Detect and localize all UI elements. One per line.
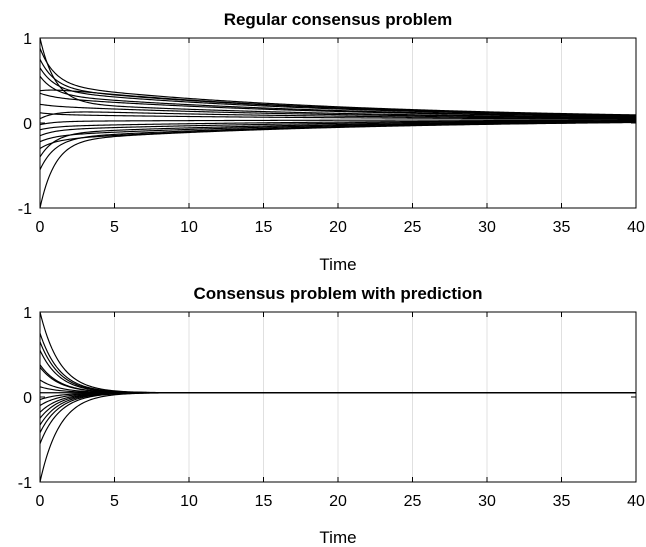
series-group	[39, 311, 636, 483]
y-axis: -1 0 1	[18, 31, 636, 218]
x-axis-label: Time	[319, 528, 356, 547]
x-axis-label: Time	[319, 255, 356, 274]
series-line-4	[39, 67, 637, 117]
series-line-1	[39, 37, 637, 118]
x-tick-label: 40	[627, 493, 645, 510]
series-group	[39, 37, 637, 209]
y-tick-label: 1	[23, 305, 32, 322]
grid	[114, 312, 562, 482]
x-tick-label: 20	[329, 493, 347, 510]
series-line-17	[39, 392, 636, 483]
x-tick-label: 30	[478, 493, 496, 510]
series-line-7	[39, 92, 637, 118]
x-tick-label: 15	[255, 493, 273, 510]
y-tick-label: 0	[23, 390, 32, 407]
y-tick-label: -1	[18, 475, 32, 492]
x-axis: 0 5 10 15 20 25 30 35 40	[36, 312, 645, 510]
y-tick-label: 0	[23, 116, 32, 133]
series-line-11	[39, 119, 636, 126]
series-line-6	[39, 89, 637, 116]
chart-regular-consensus: Regular consensus problem 0 5 10 15 20 25 30 35…	[18, 10, 645, 274]
x-tick-label: 35	[553, 219, 571, 236]
x-tick-label: 10	[180, 493, 198, 510]
x-tick-label: 25	[404, 219, 422, 236]
series-line-10	[39, 111, 636, 120]
series-line-12	[39, 119, 636, 131]
x-tick-label: 10	[180, 219, 198, 236]
x-tick-label: 15	[255, 219, 273, 236]
series-line-9	[39, 112, 636, 120]
x-tick-label: 0	[36, 493, 45, 510]
x-tick-label: 0	[36, 219, 45, 236]
series-line-8	[39, 103, 637, 119]
chart-title: Regular consensus problem	[224, 10, 453, 29]
y-axis: -1 0 1	[18, 305, 636, 492]
series-line-18	[39, 121, 637, 209]
y-tick-label: -1	[18, 201, 32, 218]
x-tick-label: 40	[627, 219, 645, 236]
x-tick-label: 30	[478, 219, 496, 236]
x-axis: 0 5 10 15 20 25 30 35 40	[36, 38, 645, 236]
chart-consensus-prediction: Consensus problem with prediction 0 5 10 15…	[18, 284, 645, 547]
x-tick-label: 35	[553, 493, 571, 510]
y-tick-label: 1	[23, 31, 32, 48]
x-tick-label: 5	[110, 219, 119, 236]
x-tick-label: 25	[404, 493, 422, 510]
chart-title: Consensus problem with prediction	[193, 284, 482, 303]
series-line-13	[39, 120, 637, 137]
x-tick-label: 20	[329, 219, 347, 236]
series-line-16	[39, 120, 637, 158]
x-tick-label: 5	[110, 493, 119, 510]
